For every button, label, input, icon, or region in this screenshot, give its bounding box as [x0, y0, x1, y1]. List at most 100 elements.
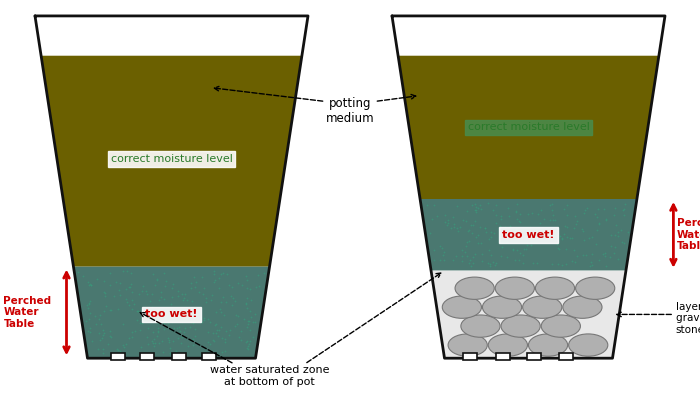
- Point: [456, 247, 468, 254]
- Point: [486, 234, 497, 240]
- Point: [569, 225, 580, 232]
- Point: [547, 207, 558, 213]
- Point: [98, 289, 109, 295]
- Point: [141, 290, 153, 297]
- Point: [576, 226, 587, 232]
- Point: [570, 213, 581, 220]
- Point: [172, 335, 183, 341]
- Point: [83, 328, 94, 334]
- Text: correct moisture level: correct moisture level: [468, 122, 589, 133]
- Point: [104, 328, 116, 334]
- Point: [610, 222, 622, 228]
- Point: [135, 344, 146, 350]
- Point: [200, 295, 211, 301]
- Point: [554, 246, 565, 252]
- Point: [136, 320, 148, 326]
- Point: [474, 224, 485, 230]
- Point: [552, 245, 564, 251]
- Point: [571, 253, 582, 259]
- Point: [219, 339, 230, 345]
- Point: [227, 284, 238, 290]
- Point: [145, 297, 156, 304]
- Point: [147, 338, 158, 344]
- Point: [153, 297, 164, 303]
- Point: [147, 340, 158, 346]
- Point: [608, 212, 620, 218]
- Point: [230, 323, 241, 329]
- Point: [111, 345, 122, 352]
- Point: [467, 222, 478, 228]
- Point: [250, 319, 261, 325]
- Polygon shape: [35, 16, 308, 56]
- Point: [422, 202, 433, 209]
- Point: [476, 258, 487, 264]
- Point: [115, 348, 126, 355]
- Polygon shape: [74, 267, 270, 358]
- Point: [447, 214, 458, 220]
- Point: [90, 313, 101, 319]
- Point: [190, 284, 201, 290]
- Point: [438, 256, 449, 263]
- Point: [580, 252, 592, 258]
- Point: [540, 234, 552, 240]
- Point: [87, 338, 98, 344]
- Point: [453, 228, 464, 234]
- Point: [556, 234, 568, 241]
- Point: [241, 324, 253, 330]
- Point: [466, 230, 477, 236]
- Point: [156, 338, 167, 344]
- Point: [514, 211, 525, 217]
- Point: [85, 325, 96, 331]
- Point: [248, 318, 259, 325]
- Point: [218, 294, 229, 300]
- Point: [486, 252, 497, 258]
- Point: [485, 229, 496, 235]
- Point: [428, 257, 439, 263]
- Point: [127, 306, 138, 312]
- Point: [143, 341, 154, 347]
- Point: [504, 222, 515, 229]
- Point: [197, 291, 209, 298]
- Point: [483, 260, 494, 266]
- Point: [123, 301, 134, 308]
- Point: [550, 236, 561, 243]
- Point: [160, 283, 171, 289]
- Point: [209, 268, 220, 275]
- Point: [431, 213, 442, 219]
- Point: [489, 262, 500, 269]
- Point: [568, 246, 580, 253]
- Point: [221, 328, 232, 334]
- Point: [617, 207, 629, 213]
- Point: [547, 212, 558, 219]
- Point: [475, 201, 486, 208]
- Point: [491, 201, 502, 208]
- Point: [242, 345, 253, 352]
- Point: [586, 262, 597, 269]
- Point: [470, 201, 481, 207]
- Point: [220, 298, 231, 305]
- Point: [186, 319, 197, 325]
- Point: [117, 321, 128, 328]
- Point: [105, 334, 116, 340]
- Circle shape: [489, 334, 528, 356]
- Point: [111, 349, 122, 356]
- Point: [521, 246, 532, 252]
- Point: [554, 233, 566, 239]
- Point: [181, 297, 193, 303]
- Point: [128, 301, 139, 307]
- Point: [558, 206, 569, 212]
- Point: [168, 325, 179, 332]
- Point: [553, 260, 564, 267]
- Point: [463, 259, 474, 266]
- Point: [99, 330, 110, 336]
- Point: [559, 230, 570, 237]
- Point: [435, 257, 446, 263]
- Point: [158, 349, 169, 355]
- Point: [158, 295, 169, 302]
- Point: [525, 242, 536, 248]
- Point: [214, 285, 225, 291]
- Point: [496, 244, 507, 250]
- Point: [187, 336, 198, 343]
- Point: [197, 274, 208, 280]
- Point: [473, 205, 484, 211]
